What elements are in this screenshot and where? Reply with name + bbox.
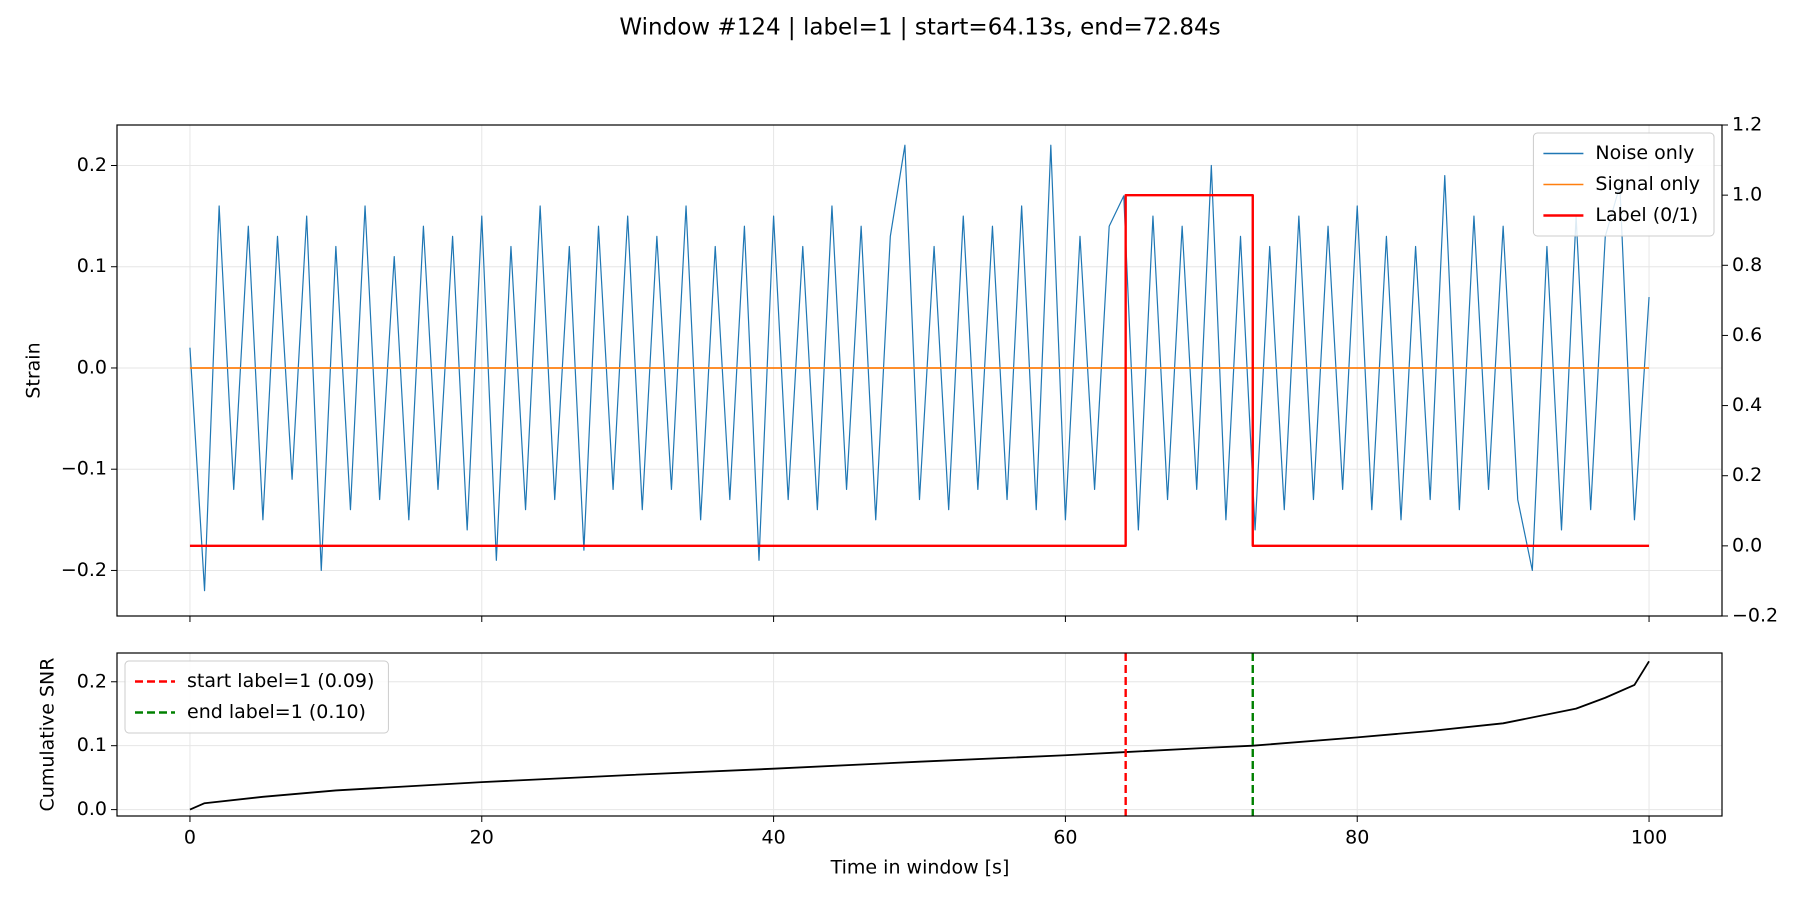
axes-frame (116, 124, 1723, 617)
y2-tick-label: 1.0 (1732, 184, 1762, 206)
x-tick-label: 100 (1631, 827, 1667, 849)
y-tick-label: −0.2 (61, 559, 107, 581)
series-line (189, 144, 1650, 592)
legend-label: end label=1 (0.10) (187, 701, 366, 723)
x-axis-label: Time in window [s] (830, 857, 1010, 879)
y-axis-label: Cumulative SNR (37, 658, 59, 812)
y2-tick-label: 1.2 (1732, 114, 1762, 136)
legend: Noise only Signal only Label (0/1) (1532, 132, 1715, 237)
chart-title: Window #124 | label=1 | start=64.13s, en… (619, 15, 1220, 41)
y-tick-label: 0.1 (77, 734, 107, 756)
legend-label: Label (0/1) (1595, 204, 1698, 226)
y-axis-label: Strain (23, 342, 45, 398)
x-tick-label: 60 (1053, 827, 1077, 849)
legend-label: start label=1 (0.09) (187, 670, 374, 692)
legend-label: Noise only (1595, 142, 1694, 164)
y2-tick-label: 0.6 (1732, 324, 1762, 346)
y2-tick-label: −0.2 (1732, 605, 1778, 627)
y-tick-label: 0.2 (77, 154, 107, 176)
y-tick-label: 0.1 (77, 255, 107, 277)
y2-tick-label: 0.4 (1732, 394, 1762, 416)
legend-label: Signal only (1595, 173, 1700, 195)
x-tick-label: 0 (184, 827, 196, 849)
y-tick-label: −0.1 (61, 458, 107, 480)
y-tick-label: 0.0 (77, 356, 107, 378)
y2-tick-label: 0.2 (1732, 464, 1762, 486)
legend-box (124, 660, 389, 734)
y-tick-label: 0.0 (77, 798, 107, 820)
y2-tick-label: 0.0 (1732, 534, 1762, 556)
series-line (189, 660, 1650, 811)
legend: start label=1 (0.09) end label=1 (0.10) (124, 660, 389, 734)
y2-tick-label: 0.8 (1732, 254, 1762, 276)
x-tick-label: 80 (1345, 827, 1369, 849)
x-tick-label: 20 (470, 827, 494, 849)
legend-box (1532, 132, 1715, 237)
y-tick-label: 0.2 (77, 670, 107, 692)
axes-frame (116, 652, 1723, 817)
series-line (189, 193, 1650, 548)
x-tick-label: 40 (761, 827, 785, 849)
